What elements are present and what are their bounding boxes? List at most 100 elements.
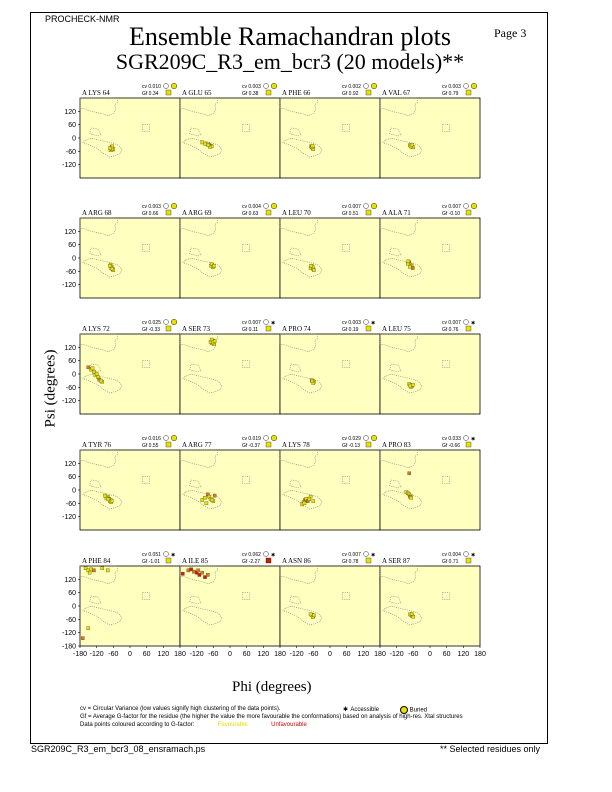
x-tick-label: 120: [157, 651, 169, 658]
data-point: [94, 372, 99, 376]
buried-icon: [371, 82, 378, 89]
x-tick-label: 0: [428, 651, 432, 658]
panel-6: [179, 217, 281, 299]
data-point: [302, 501, 307, 506]
gf-color-box: [165, 441, 172, 448]
panel-gf: Gf 0.55: [142, 443, 159, 449]
panel-label: A PRO 83: [382, 441, 411, 449]
y-tick-label: -180: [62, 644, 76, 651]
panel-cv: cv 0.004: [242, 204, 261, 210]
allowed-region: [89, 127, 102, 137]
allowed-region: [342, 592, 350, 600]
panel-gf: Gf -0.66: [442, 443, 460, 449]
gf-color-box: [265, 557, 272, 564]
allowed-region: [382, 137, 423, 158]
help-icon: [263, 203, 269, 209]
data-point: [411, 614, 416, 619]
accessible-icon: ✱: [271, 321, 276, 327]
data-point: [200, 140, 204, 145]
help-icon: [263, 83, 269, 89]
x-tick-label: -60: [408, 651, 418, 658]
data-point: [86, 365, 91, 370]
panel-label: A ALA 71: [382, 209, 411, 217]
help-icon: [363, 551, 369, 557]
gf-color-box: [465, 441, 472, 448]
gf-color-box: [365, 325, 372, 332]
data-point: [409, 142, 414, 147]
x-tick-label: 0: [128, 651, 132, 658]
allowed-region: [82, 373, 123, 394]
allowed-region: [289, 363, 302, 373]
panel-cv: cv 0.003: [242, 84, 261, 90]
y-tick-label: -60: [66, 385, 76, 392]
data-point: [411, 266, 415, 270]
data-point: [310, 144, 315, 148]
footer-filename: SGR209C_R3_em_bcr3_08_ensramach.ps: [31, 744, 206, 754]
data-point: [197, 573, 202, 577]
y-tick-label: 60: [68, 474, 76, 481]
data-point: [310, 379, 314, 383]
allowed-region: [442, 592, 450, 600]
help-icon: [363, 435, 369, 441]
data-point: [99, 378, 103, 383]
legend-accessible-text: Accessible: [350, 707, 380, 713]
page-title: Ensemble Ramachandran plots: [128, 22, 452, 51]
panel-18: [179, 565, 281, 647]
gf-color-box: [365, 89, 372, 96]
data-point: [196, 568, 200, 573]
panel-label: A TYR 76: [82, 441, 112, 449]
help-icon: [163, 83, 169, 89]
legend-cv: cv = Circular Variance (low values signi…: [80, 706, 281, 712]
panel-14: [179, 449, 281, 531]
x-tick-label: 120: [457, 651, 469, 658]
data-point: [200, 498, 204, 502]
allowed-region: [442, 124, 450, 132]
legend-colour-text: Data points coloured according to G-fact…: [80, 722, 195, 728]
panel-label: A PHE 66: [282, 89, 311, 97]
data-point: [90, 366, 95, 371]
panel-5: [79, 217, 181, 299]
panel-cv: cv 0.007: [442, 320, 461, 326]
x-tick-label: -60: [108, 651, 118, 658]
panel-label: A LYS 78: [282, 441, 310, 449]
panel-10: [179, 333, 281, 415]
panel-cv: cv 0.007: [442, 204, 461, 210]
accessible-icon: ✱: [471, 321, 476, 327]
x-tick-label: 60: [443, 651, 451, 658]
allowed-region: [282, 373, 323, 394]
data-point: [206, 143, 211, 147]
y-tick-label: 60: [68, 242, 76, 249]
y-tick-label: -120: [62, 398, 76, 405]
page-frame: [30, 12, 548, 744]
panel-8: [379, 217, 481, 299]
allowed-region: [389, 363, 402, 373]
allowed-region: [242, 592, 250, 600]
gf-color-box: [265, 209, 272, 216]
panel-gf: Gf 0.34: [142, 91, 159, 97]
data-point: [204, 501, 209, 506]
allowed-region: [89, 247, 102, 257]
buried-icon: [170, 82, 177, 89]
allowed-region: [389, 247, 402, 257]
y-tick-label: -60: [66, 501, 76, 508]
panel-cv: cv 0.051: [142, 552, 161, 558]
data-point: [110, 144, 114, 149]
help-icon: [463, 203, 469, 209]
panel-cv: cv 0.062: [242, 552, 261, 558]
allowed-region: [82, 605, 123, 626]
y-tick-label: -60: [66, 149, 76, 156]
x-axis-label: Phi (degrees): [232, 679, 312, 695]
allowed-region: [442, 360, 450, 368]
y-tick-label: -120: [62, 630, 76, 637]
panel-12: [379, 333, 481, 415]
data-point: [86, 626, 91, 630]
data-point: [210, 498, 214, 502]
x-tick-label: -120: [290, 651, 304, 658]
allowed-region: [382, 605, 423, 626]
y-tick-label: 120: [64, 461, 76, 468]
y-tick-label: -120: [62, 514, 76, 521]
x-tick-label: -120: [390, 651, 404, 658]
panel-cv: cv 0.003: [442, 84, 461, 90]
legend-colour: Data points coloured according to G-fact…: [80, 722, 307, 728]
panel-label: A GLU 65: [182, 89, 212, 97]
